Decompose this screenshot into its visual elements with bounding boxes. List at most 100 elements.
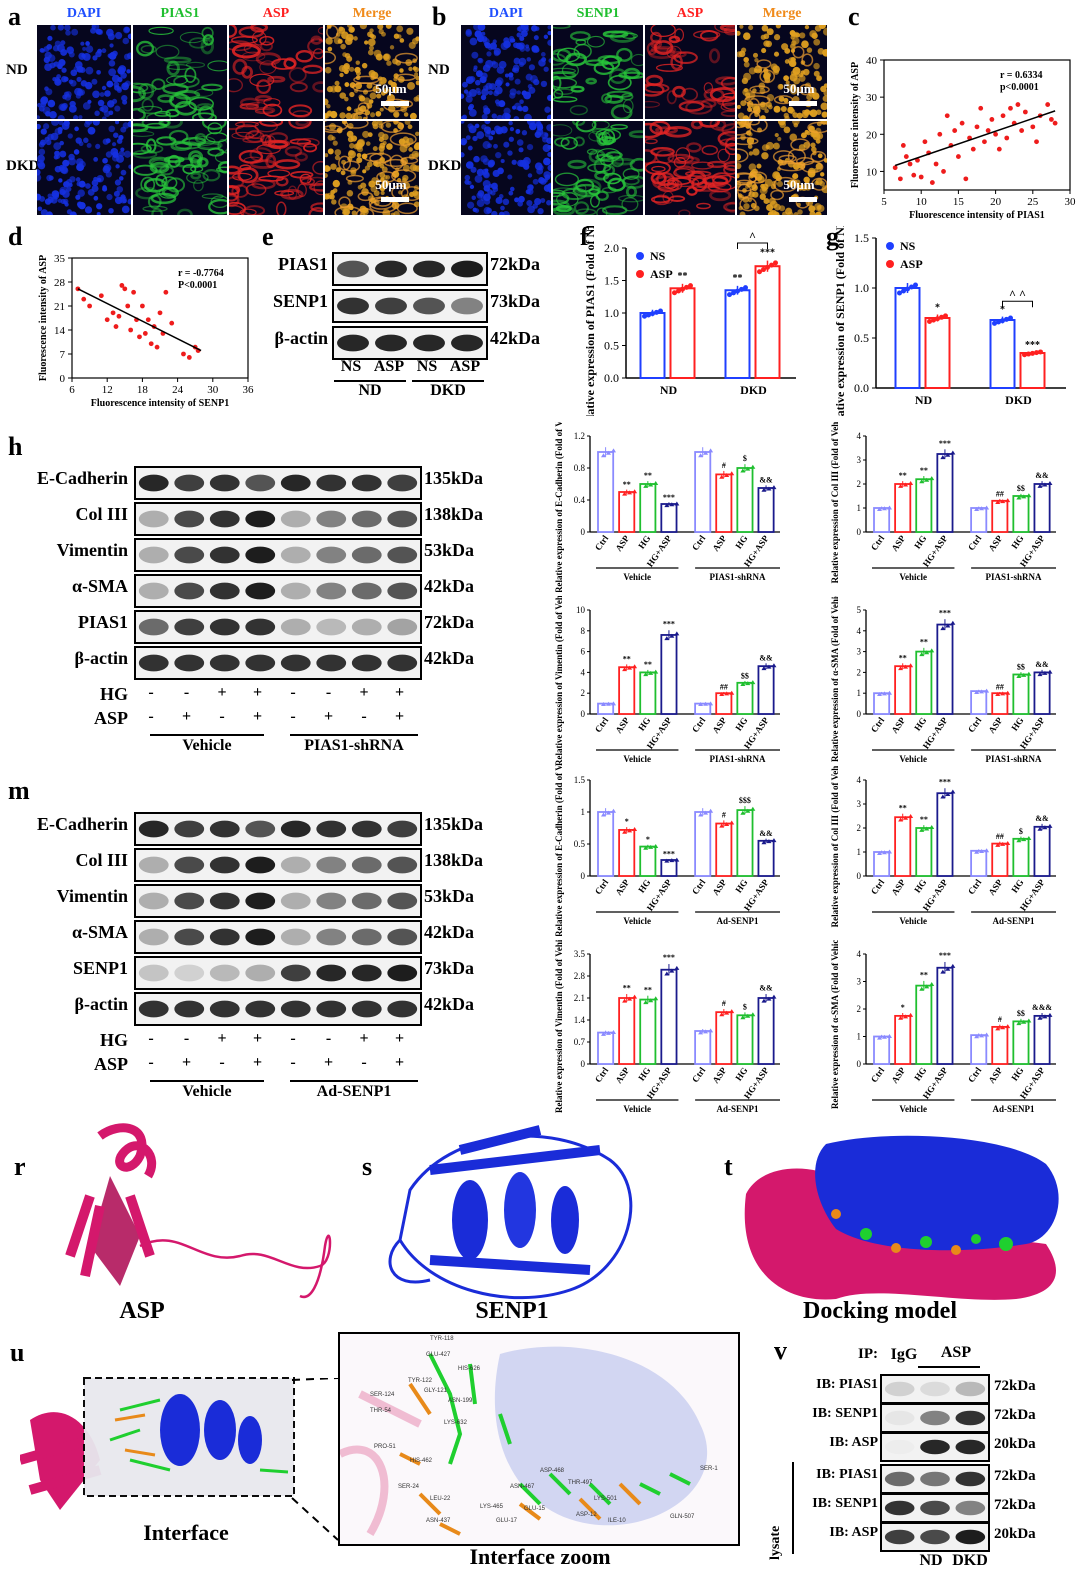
merge-signal [389,154,404,170]
significance-mark: ** [899,803,907,812]
tubule-signal [553,191,570,206]
nucleus-dot [334,149,342,156]
tubule-signal [707,160,727,169]
replicate-point [750,680,756,685]
replicate-point [945,966,951,971]
channel-header-pias1: PIAS1 [160,6,200,21]
nucleus-dot [752,148,760,156]
protein-band [387,1000,418,1018]
blot-strip [134,574,422,608]
nucleus-dot [495,196,503,204]
nucleus-dot [325,172,328,179]
tubule-signal [567,159,587,170]
nucleus-dot [360,182,367,189]
replicate-point [650,311,655,317]
band-kda-4: 73kDa [424,958,475,978]
replicate-point [931,317,936,323]
y-tick-label: 3 [857,647,862,657]
nucleus-dot [461,93,465,99]
bar [936,966,954,1065]
nucleus-dot [121,205,130,214]
replicate-point [765,264,770,270]
nucleus-dot [797,184,804,191]
replicate-point [1016,674,1022,679]
significance-mark: * [646,835,650,844]
micrograph-texture [229,121,323,215]
micrograph-cell [553,25,643,119]
group-label: Vehicle [182,737,232,754]
panel-letter-f: f [580,222,589,251]
nucleus-dot [408,147,413,152]
protein-band [174,964,205,982]
replicate-point [745,808,751,813]
nucleus-dot [806,94,813,101]
replicate-point [632,664,638,669]
tubule-signal [317,26,323,35]
protein-band [138,892,169,910]
tubule-signal [287,185,298,200]
nucleus-dot [777,83,784,90]
channel-header-dapi: DAPI [66,6,102,21]
bar [915,984,933,1065]
nucleus-dot [816,75,823,82]
replicate-point [945,623,951,628]
significance-mark: ** [678,271,688,282]
merge-signal [396,202,418,215]
replicate-point [1037,826,1043,831]
band-strip [884,1500,986,1516]
nucleus-dot [474,30,483,38]
data-point [1019,128,1025,133]
nucleus-dot [776,180,784,188]
protein-band [387,582,418,600]
zoom-connector-lines [291,1378,339,1541]
micrograph-cell [645,25,735,119]
protein-band [884,1529,915,1545]
nucleus-dot [515,129,520,135]
merge-signal [389,132,417,147]
protein-band [209,618,240,636]
tubule-signal [724,142,735,156]
nucleus-dot [361,62,368,69]
x-category-label: Ctrl [593,1065,611,1084]
nucleus-dot [823,89,827,97]
band-label-1: SENP1 [272,291,328,311]
replicate-point [771,838,777,843]
data-point [110,310,116,316]
protein-band [920,1500,950,1516]
residue-label: GLU-15 [524,1506,546,1512]
nucleus-dot [513,67,520,74]
protein-band [884,1471,915,1487]
replicate-point [664,503,670,508]
nucleus-dot [114,105,121,112]
nucleus-dot [68,104,77,113]
nucleus-dot [362,130,370,138]
data-point [81,296,87,302]
replicate-point [898,666,904,671]
group-label: Vehicle [899,1104,927,1114]
significance-mark: $$ [741,671,749,680]
data-point [941,169,946,174]
protein-band [884,1410,915,1426]
significance-mark: ## [996,683,1004,692]
nucleus-dot [465,78,471,84]
hg-sign: - [290,1030,296,1047]
protein-band [280,928,311,946]
y-tick-label: 3.5 [574,949,586,959]
nucleus-dot [737,162,742,170]
tubule-signal [312,160,323,175]
tubule-signal [255,52,282,66]
nucleus-dot [465,28,472,35]
x-category-label: HG [636,715,652,732]
nucleus-dot [116,155,125,163]
replicate-point [703,810,709,815]
tubule-signal [622,168,640,180]
data-point [911,172,917,178]
panel-letter-m: m [8,776,30,805]
significance-mark: ** [920,970,928,979]
protein-band [138,856,169,874]
replicate-point [979,506,985,511]
protein-band [351,474,382,492]
micrograph-texture [133,26,227,119]
micrograph-cell [645,121,735,215]
tubule-signal [188,135,216,147]
